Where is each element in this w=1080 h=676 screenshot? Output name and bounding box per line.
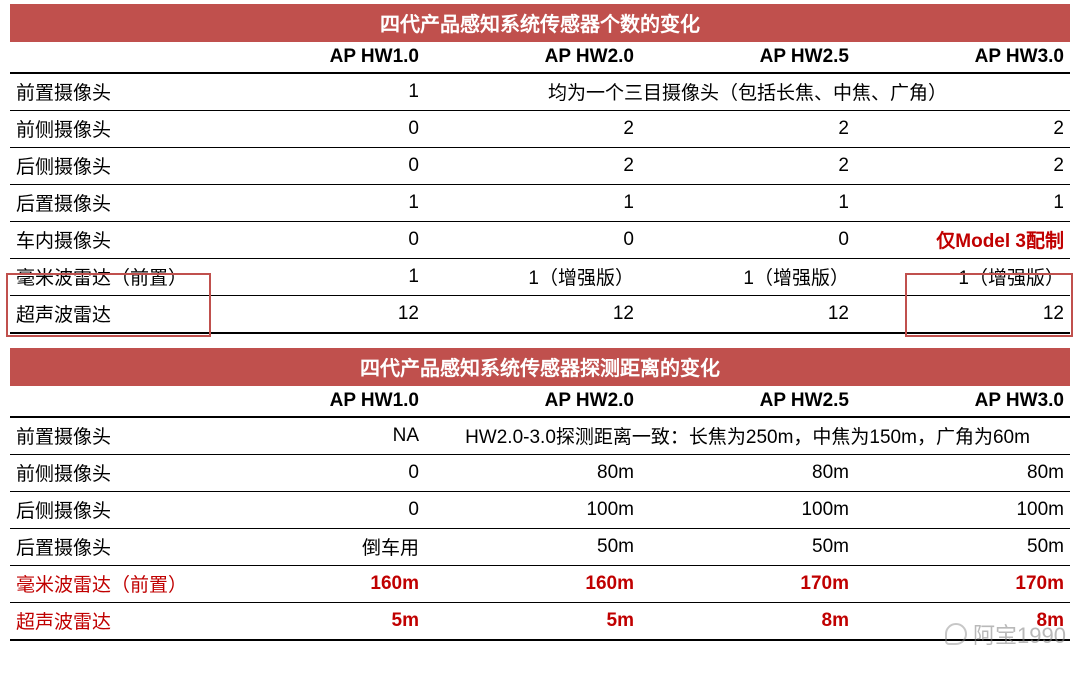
table-count-cell: 2 <box>855 148 1070 185</box>
table-count-header-row: AP HW1.0 AP HW2.0 AP HW2.5 AP HW3.0 <box>10 42 1070 73</box>
table-count-row-label: 前侧摄像头 <box>10 111 210 148</box>
table-count-row: 后侧摄像头0222 <box>10 148 1070 185</box>
table-range-cell: 倒车用 <box>210 529 425 566</box>
table-range-cell: 160m <box>425 566 640 603</box>
table-range-cell: NA <box>210 417 425 455</box>
table-count-cell: 1（增强版） <box>640 259 855 296</box>
table-count-cell: 1（增强版） <box>425 259 640 296</box>
table-count-cell: 12 <box>425 296 640 334</box>
table-range-title-row: 四代产品感知系统传感器探测距离的变化 <box>10 348 1070 386</box>
table-range-row-label: 前侧摄像头 <box>10 455 210 492</box>
table-count-cell: 12 <box>210 296 425 334</box>
table-count-cell: 2 <box>640 148 855 185</box>
table-range-cell: 160m <box>210 566 425 603</box>
table-range-cell: 100m <box>425 492 640 529</box>
table-count-cell: 12 <box>855 296 1070 334</box>
table-range-row-label: 前置摄像头 <box>10 417 210 455</box>
table-count-cell: 2 <box>855 111 1070 148</box>
table-count-cell: 1 <box>210 259 425 296</box>
table-range-row: 前侧摄像头080m80m80m <box>10 455 1070 492</box>
table-count-cell: 1（增强版） <box>855 259 1070 296</box>
table-range-col-3: AP HW3.0 <box>855 386 1070 417</box>
table-range-row: 后侧摄像头0100m100m100m <box>10 492 1070 529</box>
table-count-row-label: 毫米波雷达（前置） <box>10 259 210 296</box>
table-range-cell: 5m <box>210 603 425 641</box>
table-range-row: 后置摄像头倒车用50m50m50m <box>10 529 1070 566</box>
table-count-title: 四代产品感知系统传感器个数的变化 <box>10 4 1070 42</box>
table-range-cell: 0 <box>210 492 425 529</box>
table-count-title-row: 四代产品感知系统传感器个数的变化 <box>10 4 1070 42</box>
table-range-cell: 100m <box>855 492 1070 529</box>
table-range-cell: 170m <box>855 566 1070 603</box>
table-count-cell: 1 <box>425 185 640 222</box>
table-range-title: 四代产品感知系统传感器探测距离的变化 <box>10 348 1070 386</box>
table-range-row-label: 后侧摄像头 <box>10 492 210 529</box>
table-count-cell: 仅Model 3配制 <box>855 222 1070 259</box>
table-range-row-label: 后置摄像头 <box>10 529 210 566</box>
table-count-col-3: AP HW3.0 <box>855 42 1070 73</box>
table-count-cell: 2 <box>425 148 640 185</box>
table-count-cell: 0 <box>210 111 425 148</box>
table-count-col-0: AP HW1.0 <box>210 42 425 73</box>
table-range-row-label: 超声波雷达 <box>10 603 210 641</box>
table-count-cell: 0 <box>640 222 855 259</box>
table-range-cell: 50m <box>855 529 1070 566</box>
table-range-cell: 100m <box>640 492 855 529</box>
table-count-cell: 1 <box>210 73 425 111</box>
table-range-cell: HW2.0-3.0探测距离一致：长焦为250m，中焦为150m，广角为60m <box>425 417 1070 455</box>
table-count-row-label: 后置摄像头 <box>10 185 210 222</box>
table-range-col-0: AP HW1.0 <box>210 386 425 417</box>
table-range-cell: 8m <box>640 603 855 641</box>
table-range-header-blank <box>10 386 210 417</box>
table-count-cell: 2 <box>640 111 855 148</box>
table-count-row-label: 超声波雷达 <box>10 296 210 334</box>
table-range-col-2: AP HW2.5 <box>640 386 855 417</box>
table-count-row: 前侧摄像头0222 <box>10 111 1070 148</box>
table-count-col-2: AP HW2.5 <box>640 42 855 73</box>
table-count-col-1: AP HW2.0 <box>425 42 640 73</box>
table-range-row: 超声波雷达5m5m8m8m <box>10 603 1070 641</box>
table-range-cell: 50m <box>425 529 640 566</box>
table-count-cell: 12 <box>640 296 855 334</box>
table-count-row: 前置摄像头1均为一个三目摄像头（包括长焦、中焦、广角） <box>10 73 1070 111</box>
table-count-cell: 1 <box>855 185 1070 222</box>
table-range-row-label: 毫米波雷达（前置） <box>10 566 210 603</box>
table-sensor-range: 四代产品感知系统传感器探测距离的变化 AP HW1.0 AP HW2.0 AP … <box>10 348 1070 641</box>
table-count-cell: 均为一个三目摄像头（包括长焦、中焦、广角） <box>425 73 1070 111</box>
table-range-cell: 0 <box>210 455 425 492</box>
table-count-row-label: 后侧摄像头 <box>10 148 210 185</box>
table-count-row: 毫米波雷达（前置）11（增强版）1（增强版）1（增强版） <box>10 259 1070 296</box>
table-count-cell: 0 <box>425 222 640 259</box>
table-range-header-row: AP HW1.0 AP HW2.0 AP HW2.5 AP HW3.0 <box>10 386 1070 417</box>
table-count-cell: 1 <box>640 185 855 222</box>
table-sensor-count: 四代产品感知系统传感器个数的变化 AP HW1.0 AP HW2.0 AP HW… <box>10 4 1070 334</box>
table-range-cell: 50m <box>640 529 855 566</box>
table-range-row: 前置摄像头NAHW2.0-3.0探测距离一致：长焦为250m，中焦为150m，广… <box>10 417 1070 455</box>
table-range-cell: 80m <box>425 455 640 492</box>
table-range-cell: 170m <box>640 566 855 603</box>
table-count-header-blank <box>10 42 210 73</box>
table-count-cell: 0 <box>210 148 425 185</box>
table-count-cell: 0 <box>210 222 425 259</box>
table-count-cell: 2 <box>425 111 640 148</box>
table-count-row-label: 车内摄像头 <box>10 222 210 259</box>
page: 四代产品感知系统传感器个数的变化 AP HW1.0 AP HW2.0 AP HW… <box>0 0 1080 641</box>
table-range-col-1: AP HW2.0 <box>425 386 640 417</box>
table-range-row: 毫米波雷达（前置）160m160m170m170m <box>10 566 1070 603</box>
table-range-cell: 5m <box>425 603 640 641</box>
table-range-cell: 80m <box>640 455 855 492</box>
table-range-cell: 80m <box>855 455 1070 492</box>
table-count-row: 后置摄像头1111 <box>10 185 1070 222</box>
table-count-row-label: 前置摄像头 <box>10 73 210 111</box>
table-count-row: 车内摄像头000仅Model 3配制 <box>10 222 1070 259</box>
table-count-row: 超声波雷达12121212 <box>10 296 1070 334</box>
table-count-cell: 1 <box>210 185 425 222</box>
table-range-cell: 8m <box>855 603 1070 641</box>
